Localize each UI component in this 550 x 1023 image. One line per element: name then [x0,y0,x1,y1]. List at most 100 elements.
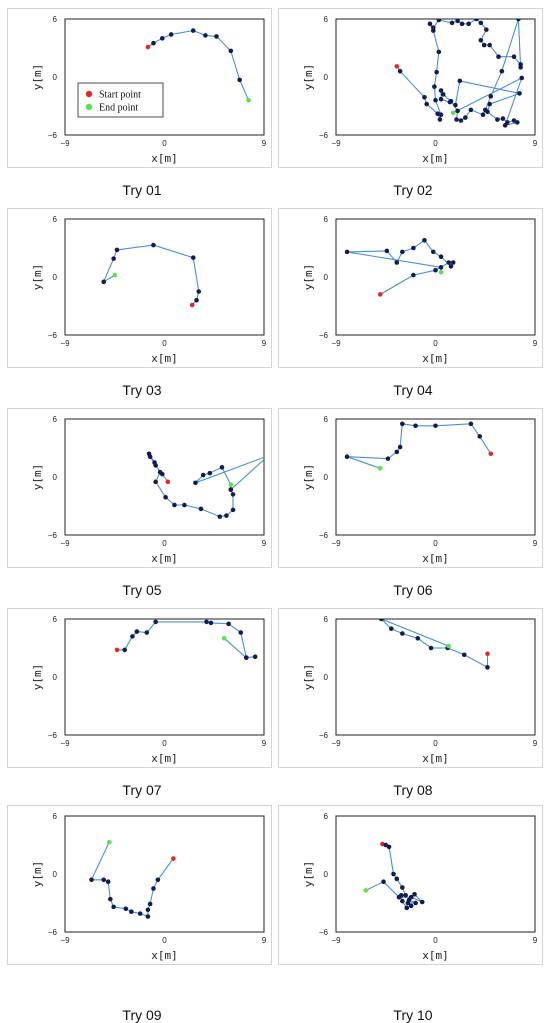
plot-frame [7,408,272,568]
legend-box [77,82,164,118]
x-axis-label: x[m] [151,949,178,962]
trajectory-point [130,634,135,639]
trajectory-plot: 6 0 −6−9 0 9 y[m] x[m] [278,608,543,768]
trajectory-point [422,95,427,100]
plot-frame [278,8,543,168]
trajectory-point [155,877,161,883]
plot-frame [278,805,543,965]
trajectory-line [147,30,250,101]
end-point-marker [446,643,452,649]
trajectory-point [145,907,151,913]
x-axis-label: x[m] [422,152,449,165]
trajectory-point [436,49,442,55]
trajectory-point [487,42,492,48]
trajectory-point [519,75,525,81]
trajectory-point [198,506,204,512]
y-axis-label: y[m] [31,861,44,888]
trajectory-point [204,619,209,625]
trajectory-point [433,423,438,429]
trajectory-point [344,454,350,459]
trajectory-point [477,434,483,439]
plot-area [64,618,265,736]
plot-area [64,815,265,933]
plot-frame [7,805,272,965]
trajectory-point [455,19,460,24]
y-tick-label: 0 [53,870,58,879]
y-tick-label: 0 [324,473,329,482]
trajectory-point [500,116,506,121]
trajectory-point [182,502,187,508]
x-axis-label: x[m] [151,352,178,365]
y-tick-label: 0 [324,870,329,879]
x-tick-label: 0 [433,339,438,348]
x-axis-label: x[m] [151,552,178,565]
x-tick-label: 9 [262,139,267,148]
x-axis-label: x[m] [422,552,449,565]
y-tick-label: −6 [319,928,329,937]
x-tick-label: 0 [162,339,167,348]
trajectory-plot: 6 0 −6−9 0 9 y[m] x[m] [7,805,272,965]
trajectory-point [153,619,158,625]
trial-caption: Try 05 [122,582,162,598]
trajectory-point [151,40,156,46]
plot-frame [7,608,272,768]
trajectory-point [146,451,152,457]
trajectory-point [152,460,157,465]
y-tick-label: 6 [53,812,58,821]
trajectory-panel-7: 6 0 −6 −9 0 9 y[m] x[m] Try 07 [7,608,277,812]
trial-caption: Try 07 [122,782,162,798]
x-tick-label: −9 [331,539,341,548]
trajectory-point [403,892,408,898]
y-tick-label: −6 [48,331,58,340]
x-tick-label: 0 [433,139,438,148]
trajectory-point [379,619,384,622]
trajectory-point [484,27,489,32]
trajectory-point [480,112,486,117]
trajectory-point [459,21,465,27]
trajectory-group [101,242,202,308]
y-tick-label: 6 [324,415,329,424]
trajectory-point [194,297,199,303]
x-tick-label: −9 [331,139,341,148]
trajectory-panel-6: 6 0 −6 −9 0 9 y[m] x[m] Try 06 [278,408,548,612]
trajectory-point [511,54,517,59]
trajectory-point [502,123,508,128]
plot-area [335,815,536,933]
y-axis-label: y[m] [302,264,315,291]
x-tick-label: −9 [60,936,70,945]
trajectory-point [397,68,403,74]
x-tick-label: −9 [331,339,341,348]
y-tick-label: 0 [53,73,58,82]
trajectory-point [134,629,140,634]
trajectory-point [511,118,517,123]
legend-end-label: End point [99,103,138,114]
trajectory-panel-5: 6 0 −6 −9 0 9 y[m] x[m] Try 05 [7,408,277,612]
trajectory-point [438,254,444,259]
trajectory-point [129,909,134,914]
end-point-marker [112,272,118,278]
trajectory-panel-9: 6 0 −6 −9 0 9 y[m] x[m] Try 09 [7,805,277,1023]
trajectory-point [159,36,165,41]
trajectory-point [196,289,202,294]
trajectory-point [238,630,244,635]
trajectory-point [101,877,106,883]
plot-area [335,218,536,336]
end-point-marker [363,888,369,893]
trajectory-point [430,249,436,255]
trajectory-point [412,892,417,897]
y-tick-label: 0 [324,673,329,682]
y-tick-label: −6 [319,131,329,140]
trajectory-point [172,502,177,508]
x-axis-label: x[m] [151,752,178,765]
y-axis-label: y[m] [31,664,44,691]
trajectory-point [105,879,111,885]
trajectory-point [454,117,459,122]
x-tick-label: 9 [533,936,538,945]
trajectory-point [413,423,418,429]
trajectory-group [89,839,176,919]
trajectory-point [151,886,156,891]
trajectory-point [214,34,219,39]
trajectory-point [419,899,425,905]
x-tick-label: 9 [533,139,538,148]
trajectory-point [453,102,458,108]
